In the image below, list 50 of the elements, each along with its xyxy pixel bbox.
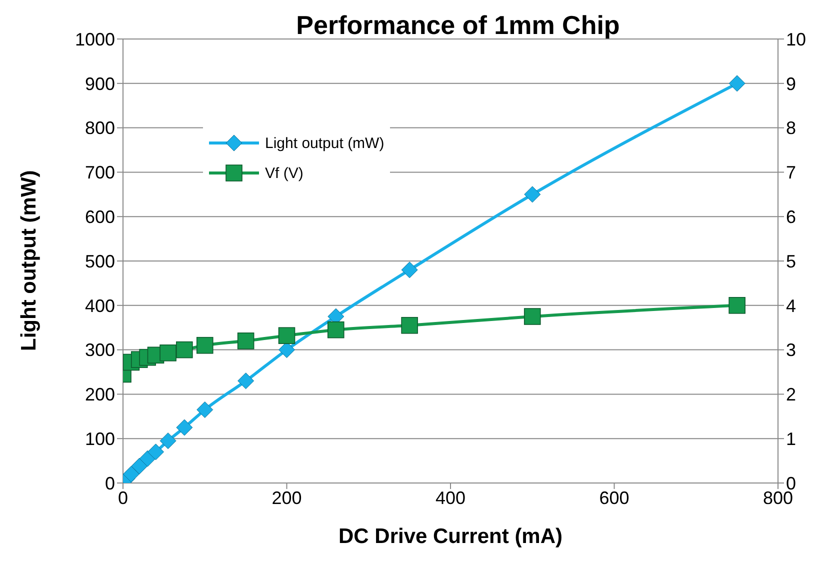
legend-label: Vf (V) — [265, 164, 304, 182]
y2-tick-label: 2 — [786, 384, 796, 405]
point — [728, 75, 746, 92]
y-tick-label: 800 — [84, 118, 115, 138]
y-tick-label: 300 — [84, 340, 115, 360]
point — [327, 321, 344, 338]
point — [176, 419, 193, 436]
y2-tick-label: 1 — [786, 428, 796, 449]
y-tick-label: 500 — [84, 251, 115, 272]
y2-tick-label: 6 — [786, 206, 796, 227]
y-tick-label: 200 — [84, 384, 115, 405]
point — [237, 332, 254, 350]
y2-tick-label: 10 — [786, 29, 806, 50]
point — [238, 372, 254, 390]
x-tick-label: 0 — [118, 488, 128, 508]
point — [148, 444, 164, 460]
point — [401, 262, 418, 278]
point — [123, 466, 140, 482]
point — [160, 344, 176, 362]
y2-tick-label: 5 — [786, 251, 796, 272]
x-tick-label: 200 — [272, 488, 302, 508]
point — [728, 297, 746, 314]
point — [196, 336, 214, 354]
point — [524, 308, 541, 325]
y-tick-label: 0 — [104, 473, 115, 494]
y2-tick-label: 9 — [786, 74, 796, 94]
y-tick-label: 900 — [84, 74, 115, 94]
x-axis-title: DC Drive Current (mA) — [338, 525, 563, 548]
chart-title: Performance of 1mm Chip — [296, 10, 620, 40]
y-tick-label: 600 — [84, 206, 115, 227]
point — [139, 450, 156, 467]
point — [131, 458, 148, 474]
y2-tick-label: 4 — [786, 296, 796, 316]
y-tick-label: 400 — [84, 296, 115, 316]
x-tick-label: 600 — [599, 488, 630, 508]
y-axis-title: Light output (mW) — [17, 170, 40, 351]
point — [401, 316, 418, 334]
y-tick-label: 700 — [84, 162, 115, 183]
legend-label: Light output (mW) — [265, 134, 384, 152]
y-tick-label: 100 — [84, 428, 115, 449]
y-tick-label: 1000 — [74, 29, 115, 50]
y2-tick-label: 8 — [786, 118, 796, 138]
point — [176, 341, 193, 358]
point — [160, 432, 176, 450]
y2-tick-label: 3 — [786, 340, 796, 360]
y2-tick-label: 7 — [786, 162, 796, 183]
point — [196, 401, 214, 418]
point — [278, 327, 296, 344]
x-tick-label: 400 — [435, 488, 466, 508]
point — [524, 186, 541, 203]
